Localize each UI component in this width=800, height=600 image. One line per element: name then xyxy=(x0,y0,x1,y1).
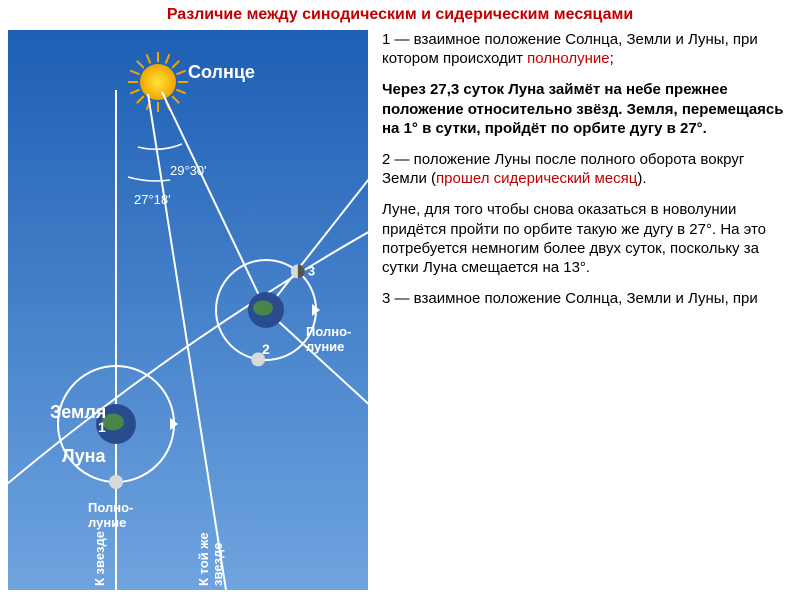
para-3: 2 — положение Луны после полного оборота… xyxy=(382,150,792,188)
p2-text: Через 27,3 суток Луна займёт на небе пре… xyxy=(382,81,784,136)
title-text: Различие между синодическим и сидерическ… xyxy=(167,6,633,23)
p1-tail: ; xyxy=(610,50,614,67)
para-2: Через 27,3 суток Луна займёт на небе пре… xyxy=(382,80,792,138)
p3-em: прошел сидерический месяц xyxy=(436,170,637,187)
svg-text:Полно-: Полно- xyxy=(306,324,351,339)
para-5: 3 — взаимное положение Солнца, Земли и Л… xyxy=(382,289,792,308)
svg-text:К той же: К той же xyxy=(196,532,211,586)
para-1: 1 — взаимное положение Солнца, Земли и Л… xyxy=(382,30,792,68)
synodic-sidereal-diagram: Солнце29°30'27°18'312ЗемляЛунаПолно-луни… xyxy=(8,30,368,590)
svg-text:Солнце: Солнце xyxy=(188,62,255,82)
svg-text:3: 3 xyxy=(308,263,315,278)
svg-text:27°18': 27°18' xyxy=(134,192,171,207)
svg-text:звезде: звезде xyxy=(210,543,225,586)
svg-text:29°30': 29°30' xyxy=(170,163,207,178)
p1-em: полнолуние xyxy=(527,50,609,67)
svg-text:К звезде: К звезде xyxy=(92,531,107,586)
content-row: Солнце29°30'27°18'312ЗемляЛунаПолно-луни… xyxy=(8,30,792,600)
svg-text:луние: луние xyxy=(88,515,126,530)
svg-text:Полно-: Полно- xyxy=(88,500,133,515)
para-4: Луне, для того чтобы снова оказаться в н… xyxy=(382,200,792,277)
diagram-column: Солнце29°30'27°18'312ЗемляЛунаПолно-луни… xyxy=(8,30,368,600)
svg-text:луние: луние xyxy=(306,339,344,354)
p3-tail: ). xyxy=(637,170,646,187)
svg-text:Земля: Земля xyxy=(50,402,106,422)
svg-text:2: 2 xyxy=(262,341,270,357)
page-title: Различие между синодическим и сидерическ… xyxy=(8,6,792,24)
svg-text:Луна: Луна xyxy=(62,446,107,466)
explanation-column: 1 — взаимное положение Солнца, Земли и Л… xyxy=(382,30,792,600)
